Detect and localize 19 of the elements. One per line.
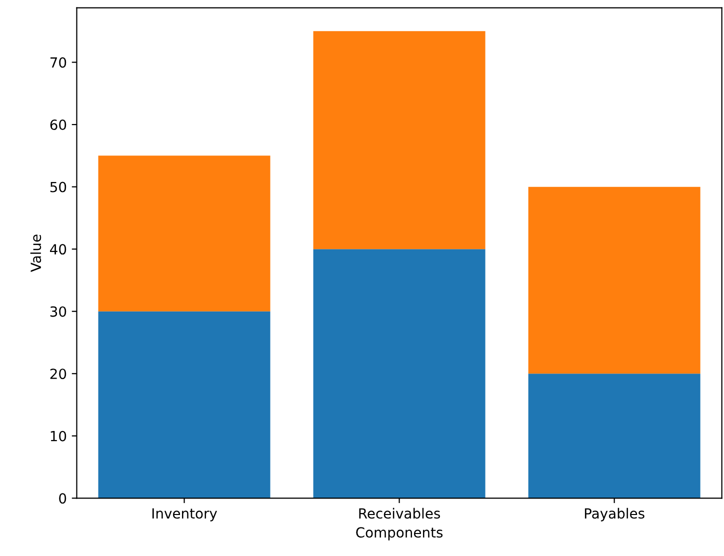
bar [98, 156, 270, 312]
x-axis-title: Components [356, 527, 443, 540]
y-tick-label: 0 [59, 493, 66, 504]
x-tick-label: Inventory [152, 508, 218, 522]
bar [313, 249, 486, 498]
x-tick-label: Receivables [359, 508, 440, 519]
y-tick-label: 70 [50, 57, 66, 68]
y-tick-label: 20 [50, 368, 66, 380]
x-tick-label: Payables [584, 508, 644, 522]
y-tick-label: 50 [50, 182, 66, 192]
bar [528, 374, 700, 498]
bar [98, 311, 270, 498]
y-tick-label: 30 [50, 306, 66, 317]
y-tick-label: 40 [50, 244, 66, 255]
y-axis-title: Value [30, 234, 42, 272]
bar [528, 186, 700, 374]
bar [313, 31, 486, 250]
y-tick-label: 60 [50, 120, 66, 130]
y-tick-label: 10 [50, 430, 66, 442]
